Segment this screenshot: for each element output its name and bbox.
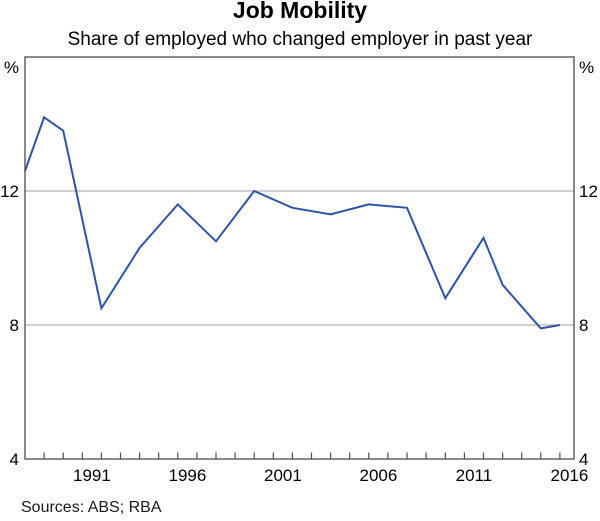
x-axis-label-2006: 2006 xyxy=(359,466,397,485)
x-axis-label-2001: 2001 xyxy=(264,466,302,485)
y-axis-label-right-4: 4 xyxy=(579,450,588,469)
percent-symbol-right: % xyxy=(579,58,594,77)
x-axis-label-2016: 2016 xyxy=(550,466,588,485)
page-subtitle: Share of employed who changed employer i… xyxy=(67,29,533,50)
x-axis-label-1996: 1996 xyxy=(168,466,206,485)
plot-border xyxy=(24,56,575,460)
sources-note: Sources: ABS; RBA xyxy=(21,499,162,516)
page-title: Job Mobility xyxy=(232,0,368,23)
data-line-job-mobility xyxy=(24,115,561,330)
x-axis-label-2011: 2011 xyxy=(456,466,493,485)
y-axis-label-left-4: 4 xyxy=(10,450,19,469)
y-axis-label-left-12: 12 xyxy=(0,182,19,201)
percent-symbol-left: % xyxy=(4,58,19,77)
y-axis-label-left-8: 8 xyxy=(10,316,19,335)
y-axis-label-right-8: 8 xyxy=(579,316,588,335)
y-axis-label-right-12: 12 xyxy=(579,182,598,201)
x-axis-label-1991: 1991 xyxy=(73,466,111,485)
